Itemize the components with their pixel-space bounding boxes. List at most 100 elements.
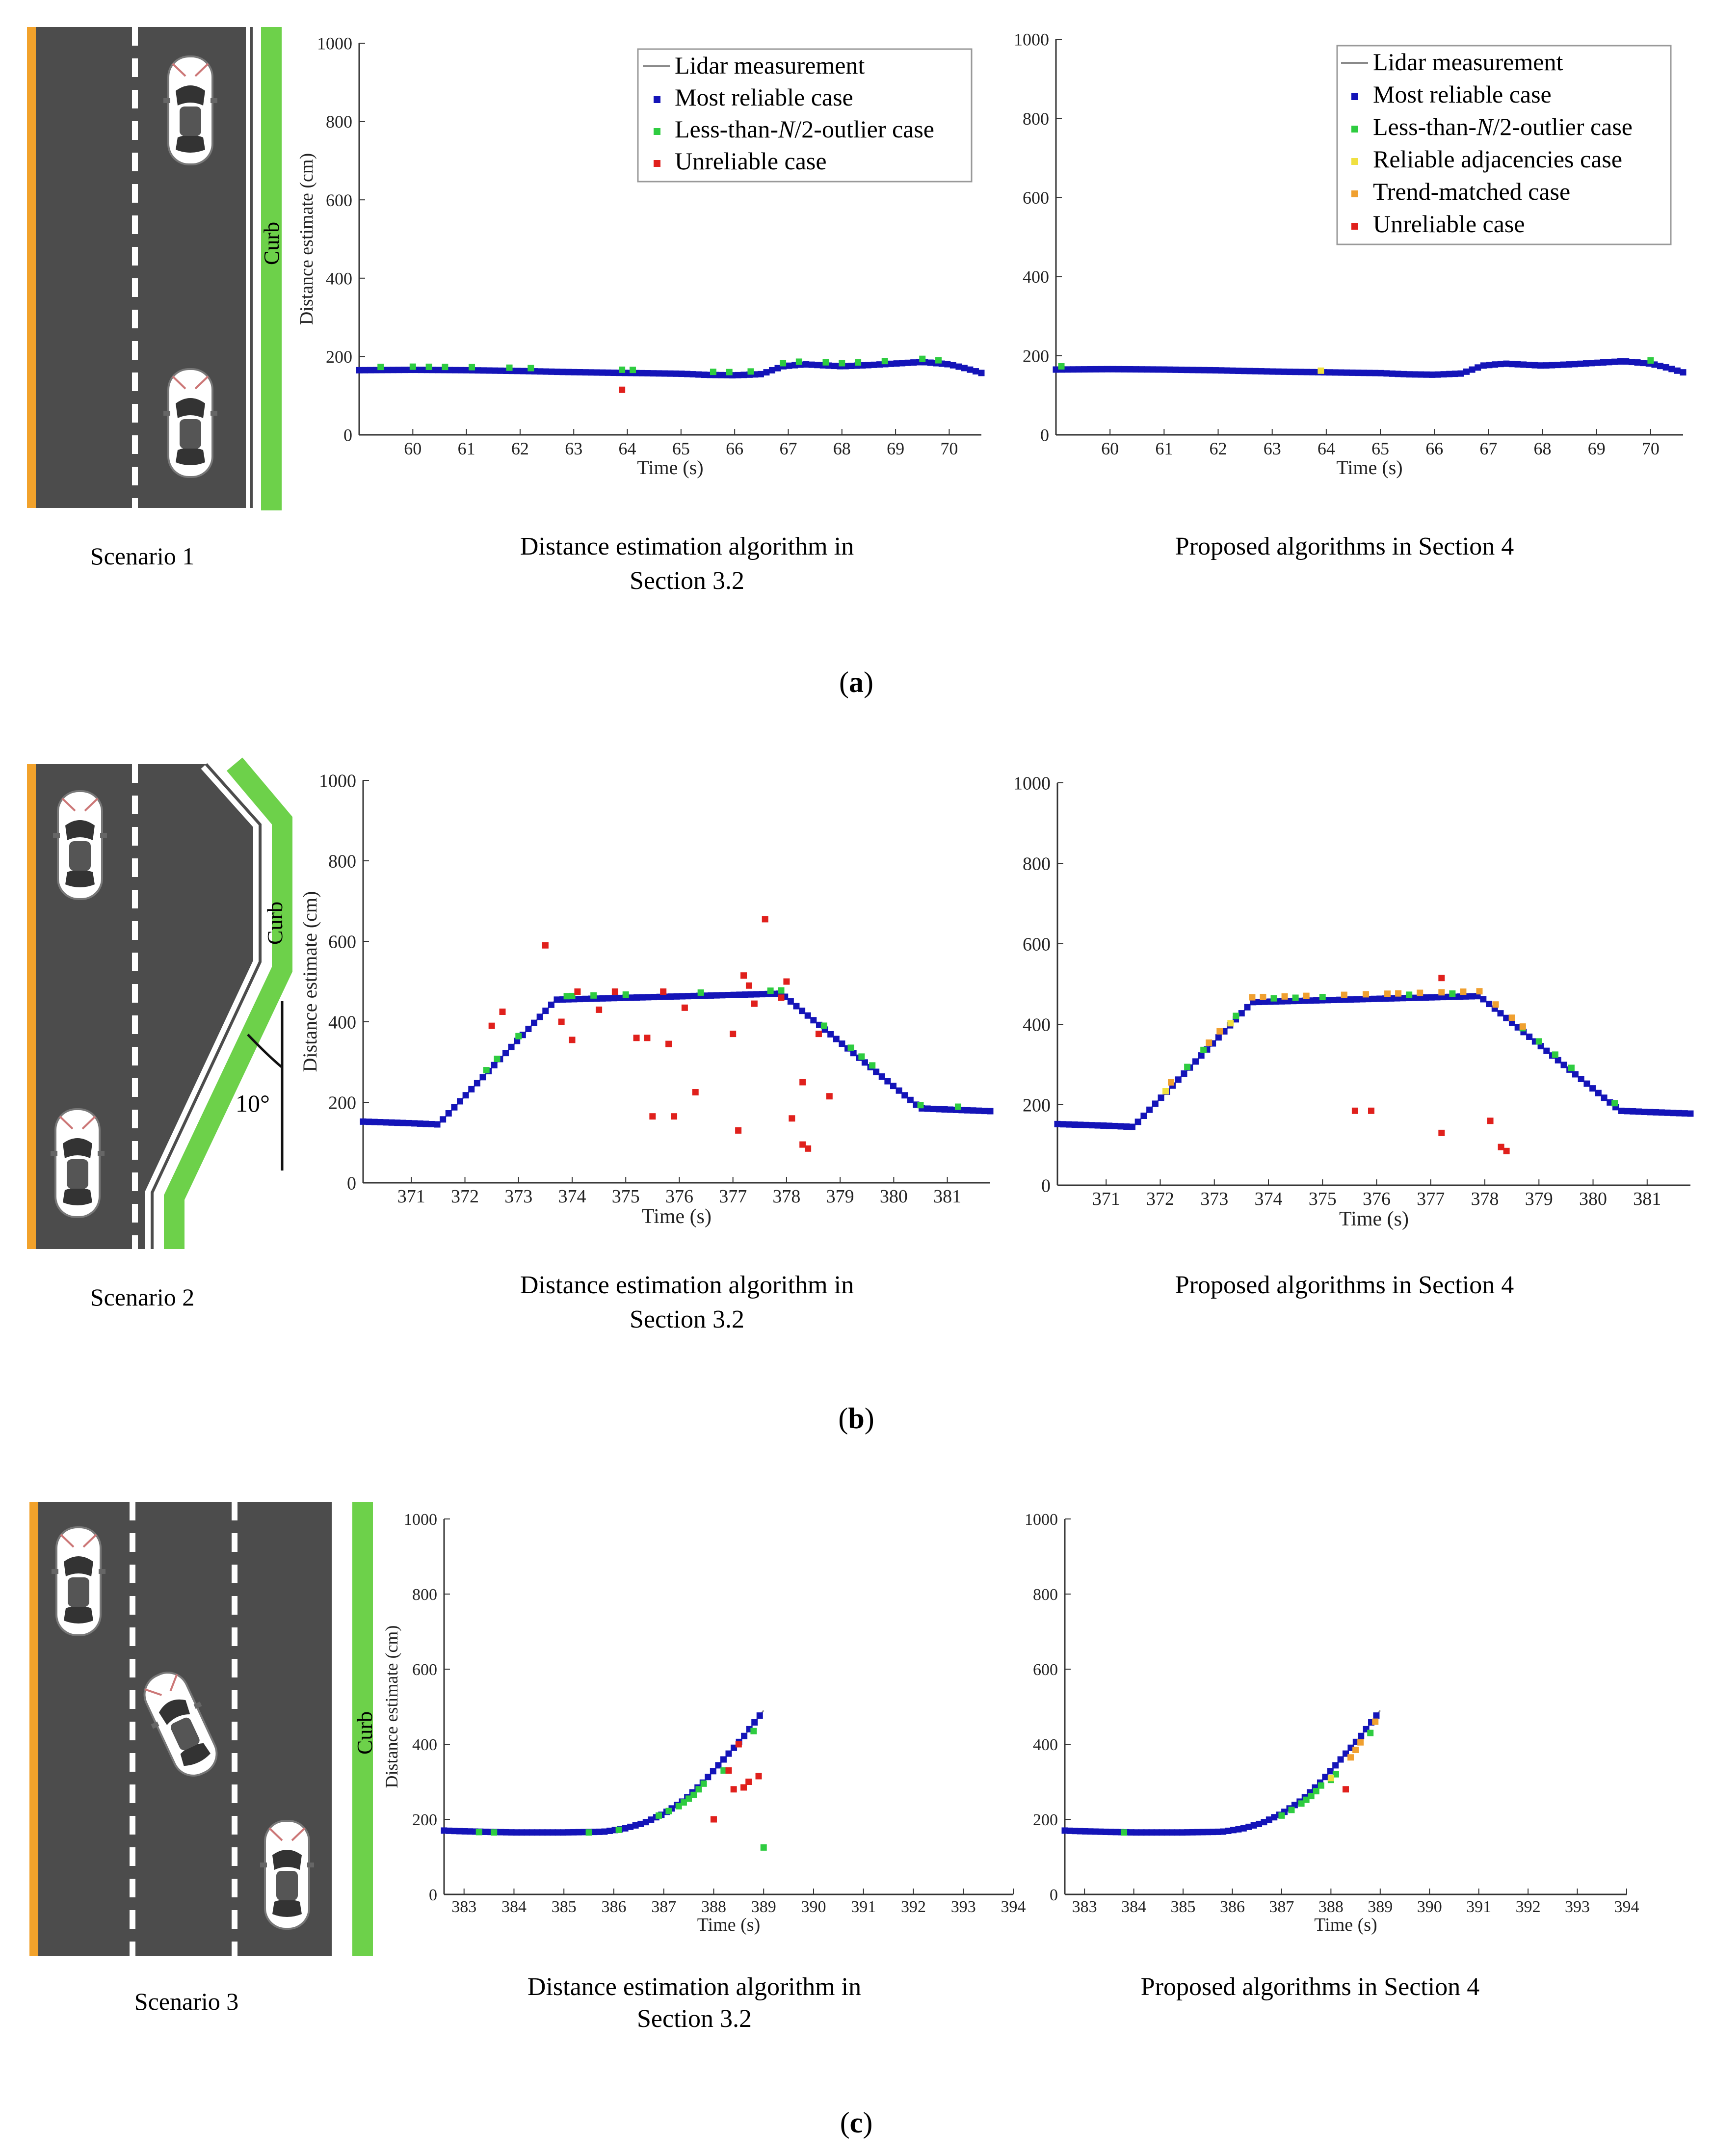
most-reliable-point xyxy=(730,991,737,998)
most-reliable-point xyxy=(935,1106,942,1113)
outlier-point xyxy=(491,1829,498,1836)
scenario-3-label: Scenario 3 xyxy=(134,1988,238,2015)
legend-left: Lidar measurement Most reliable case Les… xyxy=(637,48,973,183)
most-reliable-point xyxy=(930,1105,937,1112)
x-tick-label: 66 xyxy=(1425,439,1443,458)
most-reliable-point xyxy=(803,361,810,368)
outlier-point xyxy=(483,1067,490,1074)
trend-matched-point xyxy=(1206,1039,1212,1046)
outlier-point xyxy=(1298,1800,1305,1807)
most-reliable-point xyxy=(474,1080,480,1087)
most-reliable-point xyxy=(1210,1829,1216,1836)
y-tick-label: 0 xyxy=(1050,1886,1058,1904)
most-reliable-point xyxy=(1212,367,1219,374)
most-reliable-point xyxy=(1134,1118,1141,1125)
caption-c-left-line1: Distance estimation algorithm in xyxy=(527,1973,861,2001)
most-reliable-point xyxy=(1526,1033,1533,1040)
most-reliable-point xyxy=(774,365,781,372)
most-reliable-point xyxy=(399,1119,406,1126)
most-reliable-point xyxy=(861,1059,868,1066)
legend-outlier-swatch xyxy=(1351,126,1358,133)
most-reliable-point xyxy=(901,1092,908,1099)
x-tick-label: 394 xyxy=(1001,1898,1026,1916)
most-reliable-point xyxy=(1163,1829,1170,1836)
outlier-point xyxy=(726,369,733,375)
outlier-point xyxy=(1313,1788,1319,1795)
most-reliable-point xyxy=(715,1762,722,1769)
most-reliable-point xyxy=(360,1118,367,1125)
outlier-point xyxy=(720,1767,727,1774)
most-reliable-point xyxy=(736,991,743,998)
most-reliable-point xyxy=(1064,366,1071,373)
most-reliable-point xyxy=(763,369,770,376)
most-reliable-point xyxy=(689,371,696,378)
x-tick-label: 62 xyxy=(1210,439,1227,458)
y-tick-label: 0 xyxy=(1040,426,1049,445)
most-reliable-point xyxy=(873,1068,880,1075)
x-tick-label: 377 xyxy=(719,1186,747,1207)
unreliable-point xyxy=(755,1773,762,1780)
most-reliable-point xyxy=(1326,369,1333,376)
y-tick-label: 200 xyxy=(412,1811,437,1829)
most-reliable-point xyxy=(1389,370,1396,377)
most-reliable-point xyxy=(1475,364,1481,371)
outlier-point xyxy=(1406,991,1413,998)
most-reliable-point xyxy=(1469,366,1476,373)
most-reliable-point xyxy=(498,1829,504,1836)
most-reliable-point xyxy=(570,1829,577,1836)
outlier-point xyxy=(569,992,576,999)
most-reliable-point xyxy=(1258,368,1265,375)
x-axis-label: Time (s) xyxy=(1336,456,1402,479)
x-tick-label: 69 xyxy=(1588,439,1606,458)
unreliable-point xyxy=(710,1816,717,1823)
most-reliable-point xyxy=(1127,366,1133,373)
x-tick-label: 386 xyxy=(1220,1898,1245,1916)
most-reliable-point xyxy=(528,1829,535,1836)
most-reliable-point xyxy=(514,1038,521,1044)
unreliable-point xyxy=(826,1093,833,1100)
outlier-point xyxy=(881,358,888,365)
legend-outlier-label: Less-than-N/2-outlier case xyxy=(1373,113,1633,140)
most-reliable-point xyxy=(1189,367,1196,373)
most-reliable-point xyxy=(865,362,871,369)
most-reliable-point xyxy=(1166,366,1173,373)
most-reliable-point xyxy=(1169,1829,1176,1836)
unreliable-point xyxy=(596,1006,603,1013)
x-tick-label: 393 xyxy=(951,1898,976,1916)
most-reliable-point xyxy=(1291,1802,1298,1809)
most-reliable-point xyxy=(1112,1829,1119,1836)
x-tick-label: 386 xyxy=(601,1898,626,1916)
most-reliable-point xyxy=(445,1110,452,1117)
most-reliable-point xyxy=(1246,368,1253,374)
outlier-point xyxy=(700,1780,707,1787)
most-reliable-point xyxy=(1594,359,1601,366)
most-reliable-point xyxy=(713,992,720,999)
most-reliable-point xyxy=(1582,360,1589,367)
most-reliable-point xyxy=(673,993,680,1000)
most-reliable-point xyxy=(1624,1108,1631,1115)
unreliable-point xyxy=(730,1786,737,1793)
most-reliable-point xyxy=(1172,366,1179,373)
most-reliable-point xyxy=(474,367,481,374)
most-reliable-point xyxy=(362,367,369,373)
most-reliable-point xyxy=(1647,1109,1654,1116)
most-reliable-point xyxy=(553,369,560,375)
most-reliable-point xyxy=(740,372,747,378)
outlier-point xyxy=(710,369,716,375)
scenario-1-label: Scenario 1 xyxy=(90,542,194,570)
trend-matched-point xyxy=(1303,992,1310,999)
y-tick-label: 400 xyxy=(1023,1014,1051,1035)
most-reliable-point xyxy=(565,369,572,375)
unreliable-point xyxy=(644,1035,651,1041)
most-reliable-point xyxy=(899,360,906,367)
x-tick-label: 62 xyxy=(511,439,529,458)
most-reliable-point xyxy=(384,367,391,373)
most-reliable-point xyxy=(833,1036,840,1042)
most-reliable-point xyxy=(1377,370,1384,376)
x-tick-label: 390 xyxy=(1417,1898,1442,1916)
y-tick-label: 800 xyxy=(1033,1586,1058,1604)
most-reliable-point xyxy=(1480,362,1487,369)
trend-matched-point xyxy=(1341,991,1347,998)
outlier-point xyxy=(685,1795,692,1802)
most-reliable-point xyxy=(1589,1085,1596,1092)
